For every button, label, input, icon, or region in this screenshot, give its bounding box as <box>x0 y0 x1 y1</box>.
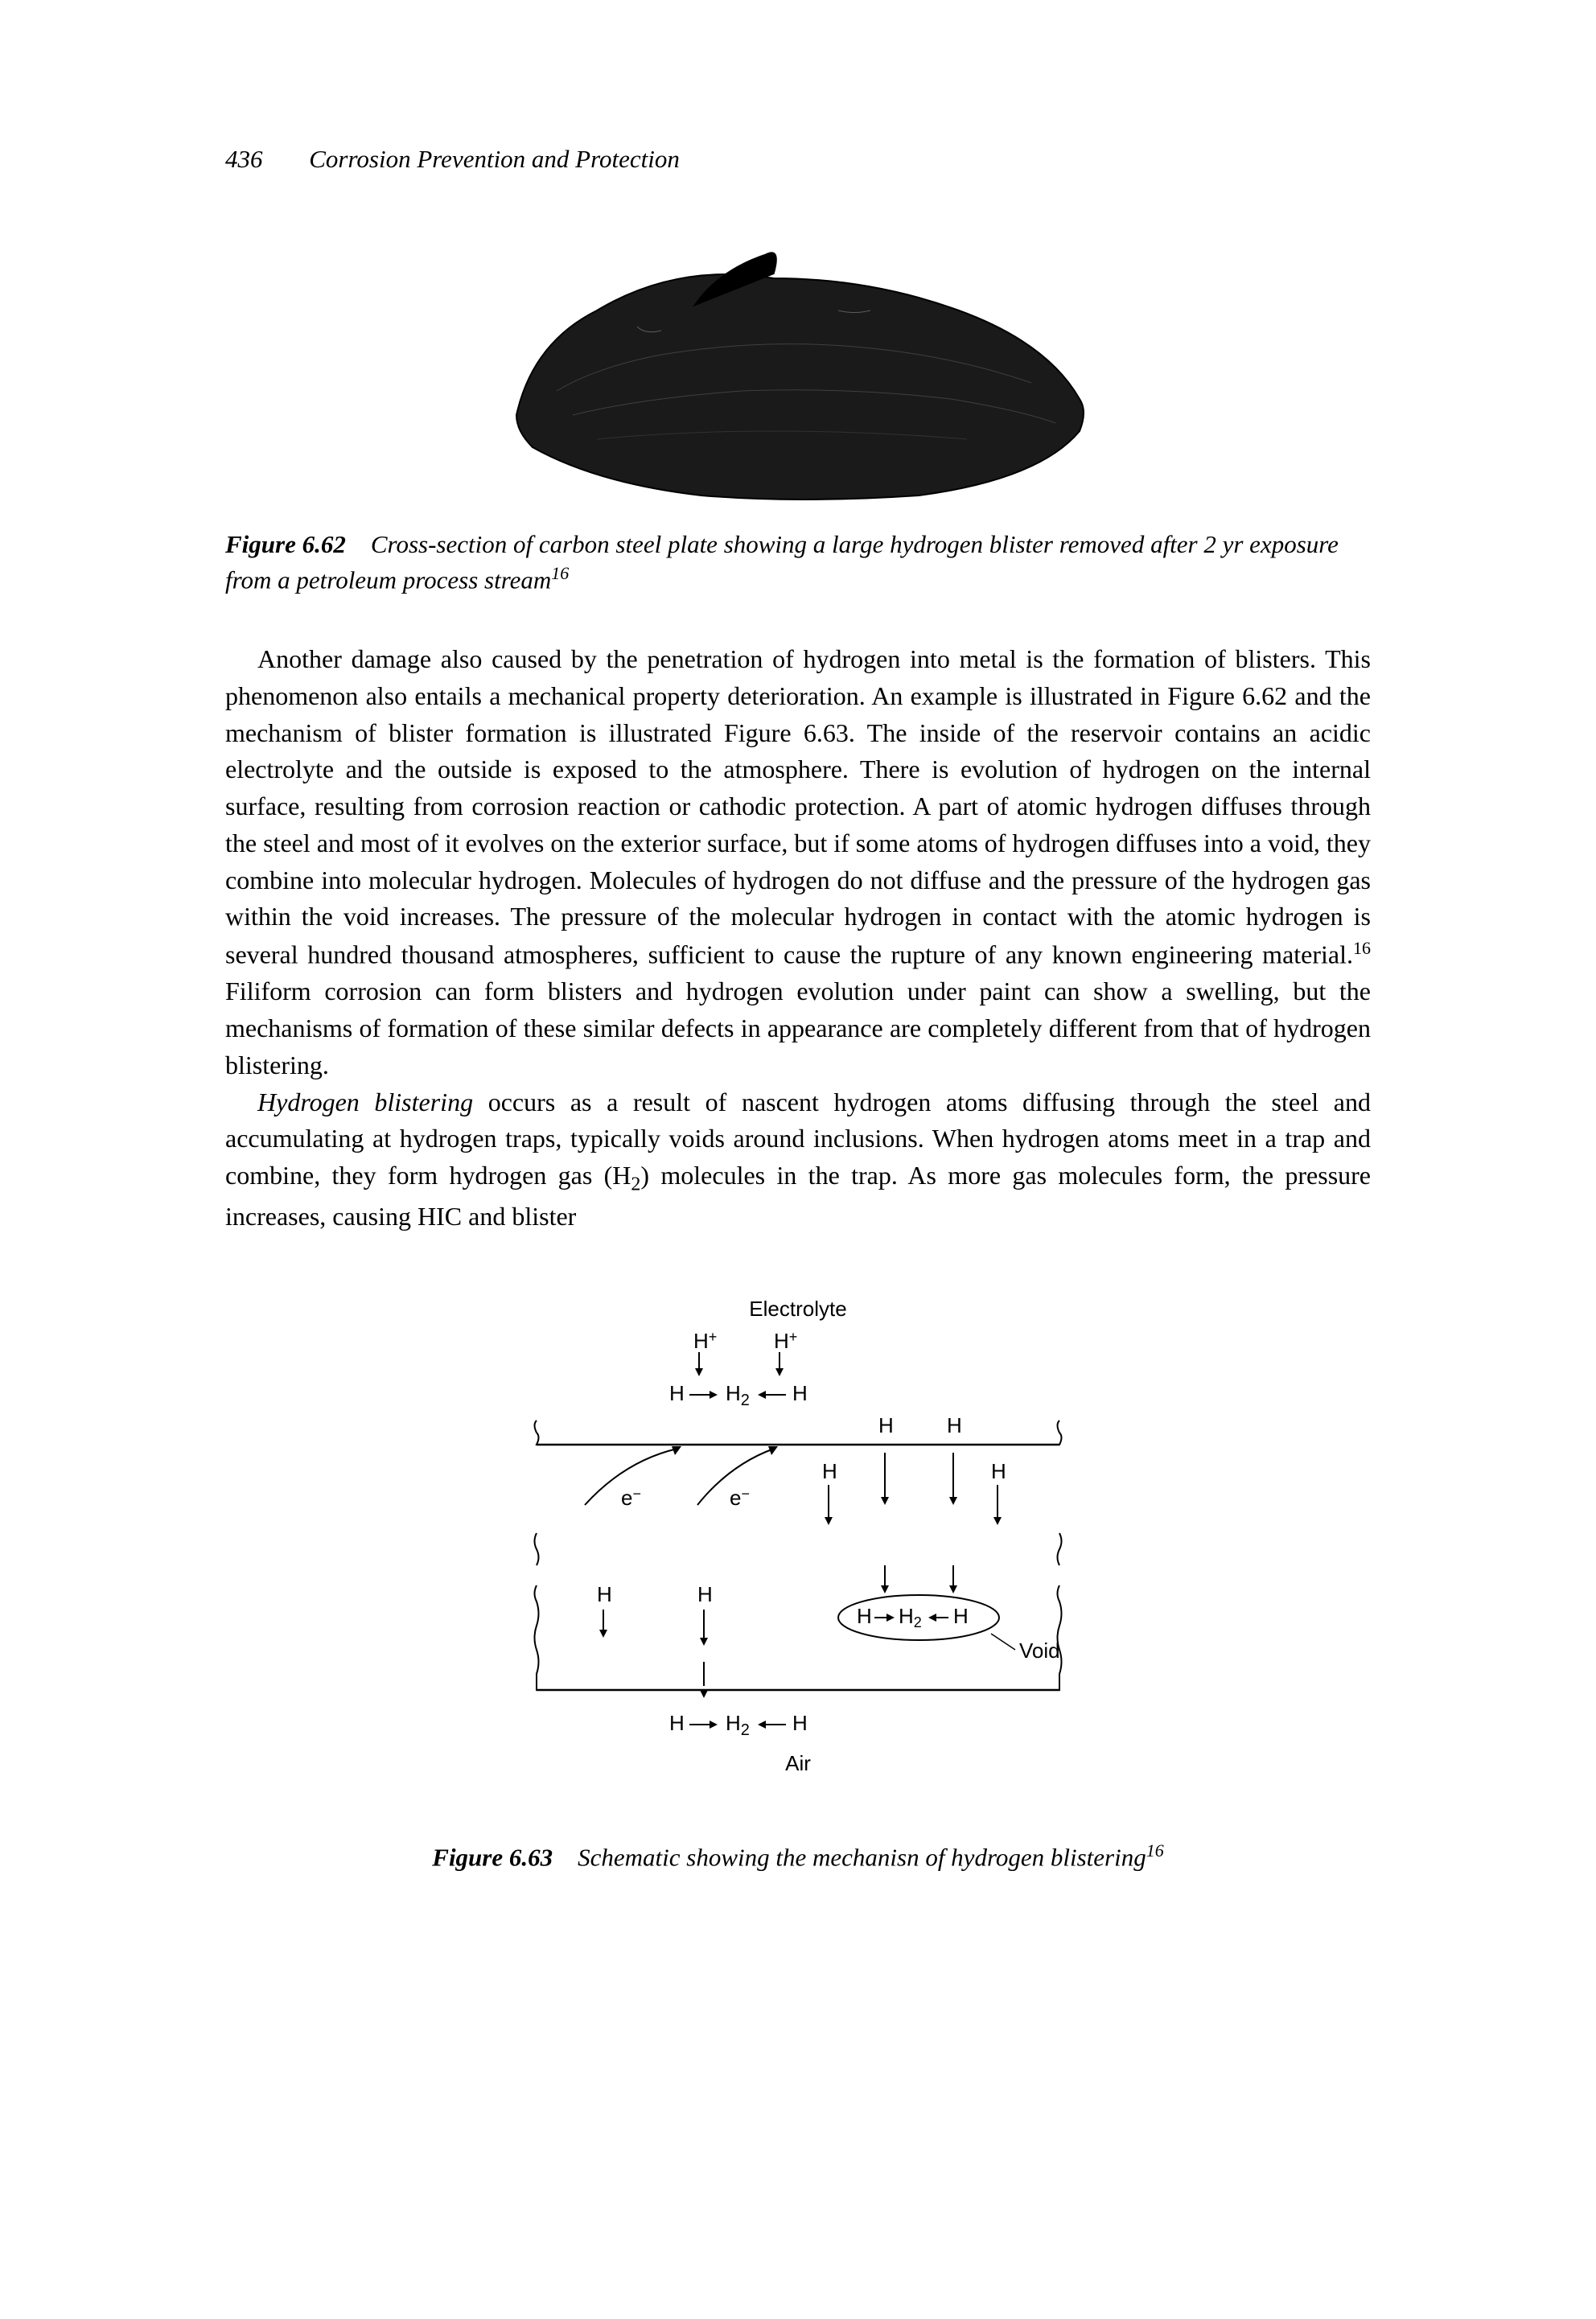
figure-6-63-label: Figure 6.63 <box>432 1843 553 1871</box>
e-minus-2: e− <box>730 1486 750 1510</box>
figure-6-63-caption: Figure 6.63 Schematic showing the mechan… <box>225 1839 1371 1874</box>
paragraph-1-cont: Filiform corrosion can form blisters and… <box>225 977 1371 1079</box>
h2-top: H2 <box>726 1381 750 1409</box>
figure-6-62-ref: 16 <box>551 563 569 583</box>
h-right-2: H <box>947 1413 962 1437</box>
chapter-title: Corrosion Prevention and Protection <box>309 145 680 173</box>
h-bottom-1: H <box>669 1711 685 1735</box>
paragraph-2-sub: 2 <box>631 1174 640 1195</box>
page-header: 436 Corrosion Prevention and Protection <box>225 145 1371 174</box>
h-top-2: H <box>792 1381 808 1405</box>
h-plus-1: H+ <box>693 1329 717 1353</box>
figure-6-62-image <box>436 230 1160 512</box>
void-h-1: H <box>857 1604 872 1628</box>
h-lower-2: H <box>697 1582 713 1606</box>
h-right-1: H <box>878 1413 894 1437</box>
h-mid-1: H <box>822 1459 837 1483</box>
page-number: 436 <box>225 145 263 173</box>
electrolyte-label: Electrolyte <box>749 1297 846 1321</box>
paragraph-1-ref: 16 <box>1353 938 1371 958</box>
figure-6-63-ref: 16 <box>1146 1840 1164 1861</box>
paragraph-1-text: Another damage also caused by the penetr… <box>225 644 1371 969</box>
air-label: Air <box>785 1751 811 1775</box>
h-lower-1: H <box>597 1582 612 1606</box>
void-h-2: H <box>953 1604 969 1628</box>
figure-6-62: Figure 6.62 Cross-section of carbon stee… <box>225 230 1371 597</box>
h-plus-2: H+ <box>774 1329 797 1353</box>
figure-6-63-text: Schematic showing the mechanisn of hydro… <box>578 1843 1146 1871</box>
figure-6-62-text: Cross-section of carbon steel plate show… <box>225 530 1339 594</box>
figure-6-63: Electrolyte H+ H+ H H2 H H H e− e− H <box>225 1292 1371 1874</box>
void-h2: H2 <box>899 1604 922 1630</box>
paragraph-2: Hydrogen blistering occurs as a result o… <box>225 1084 1371 1236</box>
h-top-1: H <box>669 1381 685 1405</box>
paragraph-1: Another damage also caused by the penetr… <box>225 641 1371 1084</box>
h2-bottom: H2 <box>726 1711 750 1739</box>
figure-6-62-label: Figure 6.62 <box>225 530 346 558</box>
e-minus-1: e− <box>621 1486 641 1510</box>
paragraph-2-italic: Hydrogen blistering <box>257 1088 473 1116</box>
h-mid-2: H <box>991 1459 1006 1483</box>
figure-6-63-image: Electrolyte H+ H+ H H2 H H H e− e− H <box>456 1292 1140 1815</box>
h-bottom-2: H <box>792 1711 808 1735</box>
figure-6-62-caption: Figure 6.62 Cross-section of carbon stee… <box>225 528 1371 597</box>
void-label: Void <box>1019 1639 1060 1663</box>
